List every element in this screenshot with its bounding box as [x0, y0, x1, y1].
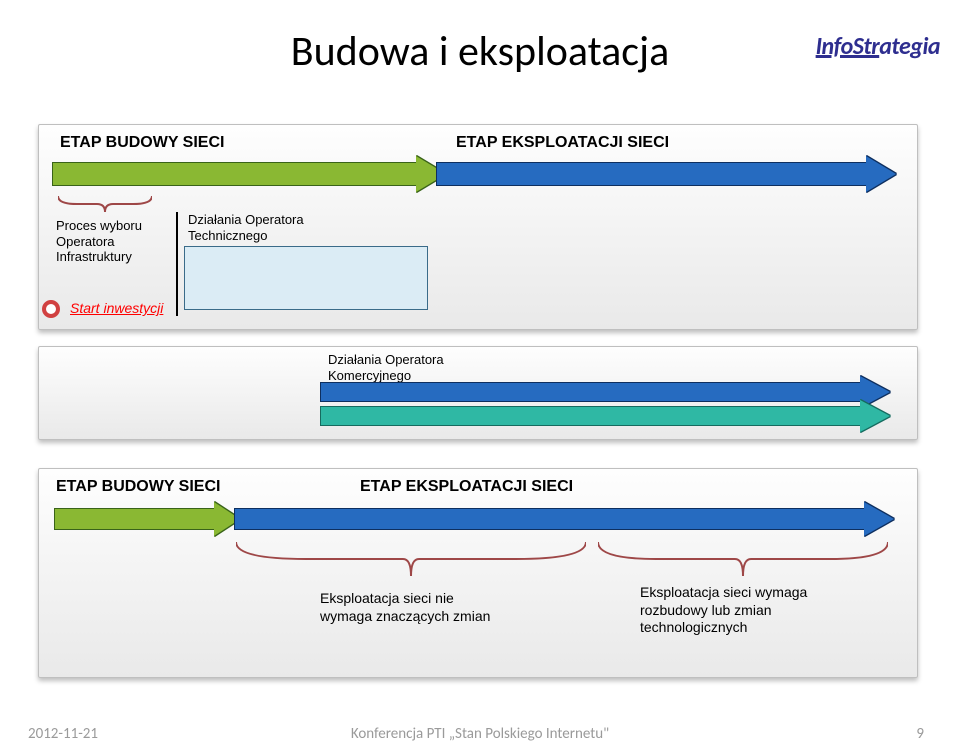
arrow-commercial-blue: [320, 382, 860, 402]
blA-line1: Eksploatacja sieci nie: [320, 590, 490, 608]
logo-part-a: InfoStr: [816, 32, 880, 61]
technical-operator-label: Działania Operatora Technicznego: [188, 212, 304, 243]
arrow-commercial-teal: [320, 406, 860, 426]
footer-date: 2012-11-21: [28, 725, 98, 743]
stage-build-label-top: ETAP BUDOWY SIECI: [60, 134, 224, 152]
process-line2: Operatora: [56, 234, 142, 250]
blB-line3: technologicznych: [640, 619, 807, 637]
start-investment-label: Start inwestycji: [70, 300, 163, 316]
tech-line2: Technicznego: [188, 228, 304, 244]
process-line3: Infrastruktury: [56, 249, 142, 265]
arrow-exploit-blue-top: [436, 162, 866, 186]
arrow-exploit-blue-head-top: [866, 156, 896, 192]
exploit-rebuild-label: Eksploatacja sieci wymaga rozbudowy lub …: [640, 584, 807, 637]
footer-conference: Konferencja PTI „Stan Polskiego Internet…: [351, 725, 609, 743]
panel-build-exploit-top: [38, 124, 918, 330]
start-marker-icon: [42, 300, 60, 318]
logo-part-b: ategia: [879, 32, 940, 61]
stage-exploit-label-bottom: ETAP EKSPLOATACJI SIECI: [360, 478, 573, 496]
blA-line2: wymaga znaczących zmian: [320, 608, 490, 626]
bracket-exploit-a: [236, 542, 586, 586]
arrow-build-green-top: [52, 162, 416, 186]
exploit-no-change-label: Eksploatacja sieci nie wymaga znaczących…: [320, 590, 490, 625]
arrow-build-green-bottom: [54, 508, 214, 530]
brand-logo: InfoStrategia: [816, 32, 940, 61]
process-selection-label: Proces wyboru Operatora Infrastruktury: [56, 218, 142, 265]
tech-line1: Działania Operatora: [188, 212, 304, 228]
commercial-operator-label: Działania Operatora Komercyjnego: [328, 352, 444, 383]
footer-page: 9: [916, 725, 924, 743]
kom-line2: Komercyjnego: [328, 368, 444, 384]
arrow-commercial-teal-head: [860, 400, 890, 432]
stage-build-label-bottom: ETAP BUDOWY SIECI: [56, 478, 220, 496]
arrow-exploit-blue-bottom: [234, 508, 864, 530]
divider-vline: [176, 212, 178, 316]
technical-operator-box: [184, 246, 428, 310]
kom-line1: Działania Operatora: [328, 352, 444, 368]
bracket-process-selection: [58, 196, 152, 222]
bracket-exploit-b: [598, 542, 888, 586]
stage-exploit-label-top: ETAP EKSPLOATACJI SIECI: [456, 134, 669, 152]
blB-line1: Eksploatacja sieci wymaga: [640, 584, 807, 602]
arrow-exploit-blue-head-bottom: [864, 502, 894, 536]
blB-line2: rozbudowy lub zmian: [640, 602, 807, 620]
